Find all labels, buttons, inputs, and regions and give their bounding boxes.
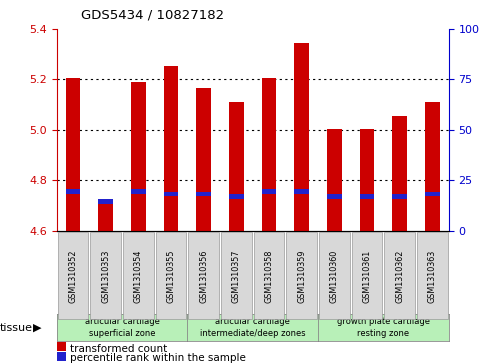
Bar xyxy=(392,194,407,199)
Text: percentile rank within the sample: percentile rank within the sample xyxy=(70,353,246,363)
Bar xyxy=(131,189,146,194)
Bar xyxy=(164,192,178,196)
Bar xyxy=(262,189,277,194)
Text: GSM1310359: GSM1310359 xyxy=(297,249,306,303)
Text: transformed count: transformed count xyxy=(70,344,168,354)
Bar xyxy=(229,194,244,199)
Bar xyxy=(425,192,440,196)
Text: tissue: tissue xyxy=(0,323,33,333)
Bar xyxy=(98,204,113,231)
Bar xyxy=(131,82,146,231)
Bar xyxy=(229,102,244,231)
Bar xyxy=(164,66,178,231)
Text: articular cartilage
intermediate/deep zones: articular cartilage intermediate/deep zo… xyxy=(200,317,306,338)
Text: GSM1310353: GSM1310353 xyxy=(101,249,110,303)
Text: ▶: ▶ xyxy=(33,323,41,333)
Text: GSM1310355: GSM1310355 xyxy=(167,249,176,303)
Text: growth plate cartilage
resting zone: growth plate cartilage resting zone xyxy=(337,317,430,338)
Text: GSM1310362: GSM1310362 xyxy=(395,249,404,303)
Bar xyxy=(359,194,374,199)
Text: GSM1310356: GSM1310356 xyxy=(199,249,208,303)
Text: GSM1310352: GSM1310352 xyxy=(69,249,77,303)
Text: GSM1310357: GSM1310357 xyxy=(232,249,241,303)
Text: articular cartilage
superficial zone: articular cartilage superficial zone xyxy=(85,317,159,338)
Text: GSM1310358: GSM1310358 xyxy=(264,249,274,303)
Bar xyxy=(262,78,277,231)
Bar xyxy=(196,192,211,196)
Text: GSM1310354: GSM1310354 xyxy=(134,249,143,303)
Bar xyxy=(359,129,374,231)
Bar xyxy=(66,78,80,231)
Bar xyxy=(392,116,407,231)
Bar xyxy=(294,189,309,194)
Bar xyxy=(98,199,113,204)
Text: GDS5434 / 10827182: GDS5434 / 10827182 xyxy=(81,9,224,22)
Text: GSM1310360: GSM1310360 xyxy=(330,249,339,302)
Bar xyxy=(425,102,440,231)
Bar xyxy=(66,189,80,194)
Bar xyxy=(327,129,342,231)
Text: GSM1310361: GSM1310361 xyxy=(362,249,372,302)
Bar xyxy=(294,43,309,231)
Text: GSM1310363: GSM1310363 xyxy=(428,249,437,302)
Bar xyxy=(196,88,211,231)
Bar xyxy=(327,194,342,199)
